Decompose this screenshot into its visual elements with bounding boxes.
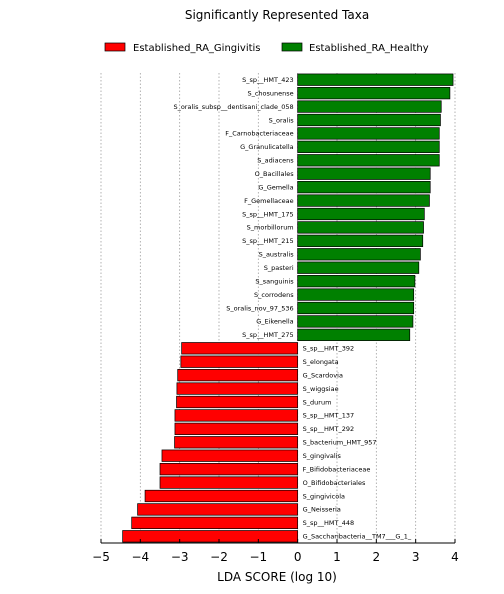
bar-label: S_corrodens xyxy=(254,291,294,299)
legend: Established_RA_Gingivitis Established_RA… xyxy=(104,42,429,54)
bar xyxy=(122,530,299,543)
bar xyxy=(297,167,431,180)
x-tick-label: −1 xyxy=(249,550,267,564)
bar-label: S_oralis_nov_97_536 xyxy=(226,304,293,312)
bar-label: S_sp__HMT_423 xyxy=(242,76,294,84)
bar-label: S_sp__HMT_392 xyxy=(303,345,355,353)
bar xyxy=(174,409,299,422)
chart-title: Significantly Represented Taxa xyxy=(185,8,369,22)
bar-label: S_elongata xyxy=(303,358,339,366)
bar xyxy=(174,422,299,435)
bar-label: S_pasteri xyxy=(264,264,294,272)
bar-label: S_durum xyxy=(303,398,332,406)
bar xyxy=(144,489,299,503)
bar-label: G_Neisseria xyxy=(303,506,341,514)
bar xyxy=(297,73,454,86)
bar xyxy=(297,248,421,261)
x-tick-label: 3 xyxy=(412,550,420,564)
bar-label: S_wiggsiae xyxy=(303,385,339,393)
bar xyxy=(159,463,299,476)
x-tick-label: 1 xyxy=(333,550,341,564)
bar xyxy=(297,328,411,341)
bar-label: S_oralis xyxy=(269,116,295,124)
bar-label: S_oralis_subsp__dentisani_clade_058 xyxy=(173,103,293,111)
bar-label: F_Gemellaceae xyxy=(244,197,294,205)
bar xyxy=(159,476,299,489)
x-tick-label: 0 xyxy=(294,550,302,564)
bar-label: S_sanguinis xyxy=(255,277,294,285)
bar xyxy=(297,234,424,247)
bar-label: S_morbillorum xyxy=(247,224,294,232)
legend-swatch-gingivitis xyxy=(104,42,126,52)
bar xyxy=(297,87,451,100)
bar-label: S_sp__HMT_275 xyxy=(242,331,294,339)
bar xyxy=(181,342,299,355)
bar-label: S_adiacens xyxy=(257,157,294,165)
bar-label: S_sp__HMT_448 xyxy=(303,519,355,527)
legend-label-gingivitis: Established_RA_Gingivitis xyxy=(133,43,261,54)
bar xyxy=(297,181,431,194)
bar xyxy=(297,154,440,167)
bar xyxy=(297,275,416,288)
bar-label: S_gingivalis xyxy=(303,452,342,460)
bar-label: S_sp__HMT_137 xyxy=(303,412,355,420)
bar xyxy=(177,369,299,382)
bar xyxy=(297,100,442,113)
bar xyxy=(137,503,299,516)
x-tick-label: −4 xyxy=(131,550,149,564)
bar xyxy=(297,301,415,315)
bar-label: F_Carnobacteriaceae xyxy=(225,130,293,138)
x-tick-label: −2 xyxy=(210,550,228,564)
bar xyxy=(297,140,440,153)
bar-label: S_chosunense xyxy=(247,89,293,97)
bar xyxy=(297,207,425,221)
bar-label: S_sp__HMT_292 xyxy=(303,425,355,433)
bar-label: O_Bifidobacteriales xyxy=(303,479,366,487)
bar xyxy=(297,221,424,234)
bar xyxy=(176,395,299,409)
bar xyxy=(174,436,299,449)
bar-label: S_bacterium_HMT_957 xyxy=(303,439,377,447)
x-axis-label: LDA SCORE (log 10) xyxy=(217,570,337,584)
bar xyxy=(161,449,299,462)
x-tick-label: 4 xyxy=(451,550,459,564)
bar xyxy=(297,288,415,301)
legend-label-healthy: Established_RA_Healthy xyxy=(309,43,429,54)
bar xyxy=(180,355,299,368)
legend-swatch-healthy xyxy=(281,42,303,52)
bar-label: G_Granulicatella xyxy=(240,143,294,151)
bar xyxy=(297,315,414,328)
bar-label: G_Saccharibacteria__TM7___G_1_ xyxy=(303,533,412,541)
bar xyxy=(297,261,420,274)
bar-label: S_australis xyxy=(259,251,295,259)
bar-label: G_Eikenella xyxy=(256,318,293,326)
bar-labels-group: S_sp__HMT_423 S_chosunense S_oralis_subsp_… xyxy=(173,76,411,541)
bar xyxy=(297,194,430,207)
bar xyxy=(297,113,441,127)
x-tick-label: −5 xyxy=(92,550,110,564)
bar-label: S_gingivicola xyxy=(303,492,345,500)
bar xyxy=(297,127,440,140)
bar-label: S_sp__HMT_175 xyxy=(242,210,294,218)
bar xyxy=(131,516,299,529)
x-tick-label: −3 xyxy=(171,550,189,564)
bar-label: S_sp__HMT_215 xyxy=(242,237,294,245)
x-axis: −5 −4 −3 −2 −1 0 1 2 3 4 xyxy=(92,539,459,564)
bar-label: O_Bacillales xyxy=(255,170,295,178)
bar-label: G_Scardovia xyxy=(303,371,343,379)
bar-label: G_Gemella xyxy=(258,183,293,191)
x-tick-label: 2 xyxy=(373,550,381,564)
bars-group xyxy=(122,73,454,543)
bar-label: F_Bifidobacteriaceae xyxy=(303,465,371,473)
bar xyxy=(176,382,299,395)
